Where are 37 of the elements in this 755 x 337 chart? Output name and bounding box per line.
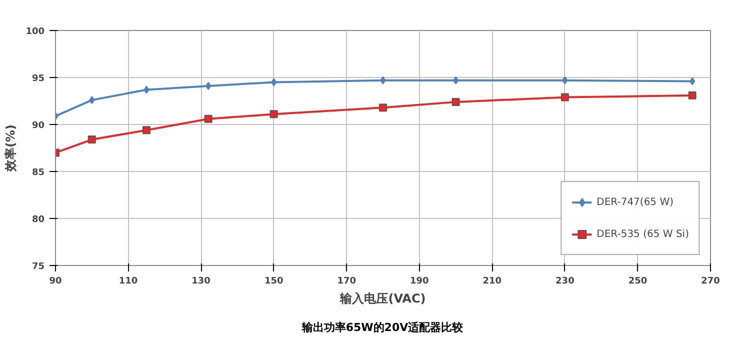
point [206,82,212,90]
y-tick-label: 100 [26,27,45,37]
point [689,77,696,86]
point [271,78,277,86]
legend-label: DER-535 (65 W Si) [596,228,689,240]
y-tick-label: 95 [32,74,45,84]
legend-label: DER-747(65 W) [596,196,674,208]
y-tick-label: 80 [32,215,45,225]
x-tick-label: 190 [410,276,429,286]
point [144,86,150,94]
text: 输出功率65W的20V适配器比较 [302,320,464,336]
point [89,96,95,104]
point [380,76,386,84]
x-tick-label: 210 [482,276,502,286]
point [142,126,150,134]
x-tick-label: 270 [701,276,720,286]
x-tick-label: 130 [192,276,210,286]
y-tick-label: 85 [32,168,45,178]
point [560,93,569,102]
point [379,104,387,112]
x-tick-label: 170 [337,276,356,286]
x-tick-label: 230 [556,276,574,286]
point [270,110,278,118]
point [88,136,96,144]
y-axis-title: 效率(%) [4,124,18,172]
x-tick-label: 90 [49,276,62,286]
x-tick-label: 150 [264,276,284,286]
x-axis-title: 输入电压(VAC) [339,292,426,306]
point [452,98,460,106]
point [452,76,459,84]
x-tick-label: 110 [118,276,138,286]
y-tick-label: 75 [32,262,45,272]
y-tick-label: 90 [32,121,45,131]
point [204,114,212,123]
point [562,76,568,84]
point [688,91,696,100]
x-tick-label: 250 [628,276,648,286]
